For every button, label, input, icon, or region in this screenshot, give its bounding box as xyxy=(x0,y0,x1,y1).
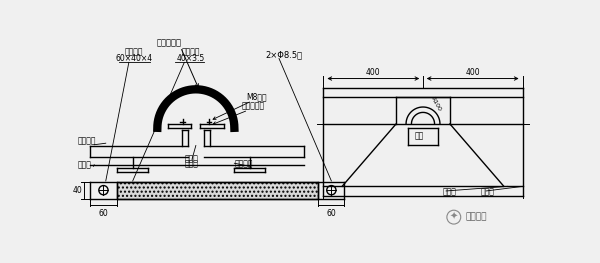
Text: 接地端子板: 接地端子板 xyxy=(242,102,265,110)
Text: 2×Φ8.5孔: 2×Φ8.5孔 xyxy=(265,50,302,59)
Text: 400: 400 xyxy=(466,68,481,77)
Text: 60: 60 xyxy=(98,209,109,218)
Text: ✦: ✦ xyxy=(450,212,458,222)
Text: 60: 60 xyxy=(326,209,336,218)
Text: 400: 400 xyxy=(365,68,380,77)
Text: 混凝土板: 混凝土板 xyxy=(78,136,97,145)
Text: 60×40×4: 60×40×4 xyxy=(116,54,153,63)
Text: 铜质连接带: 铜质连接带 xyxy=(157,38,181,47)
Text: 电工之家: 电工之家 xyxy=(466,213,487,222)
Text: 伸缩缝: 伸缩缝 xyxy=(442,187,456,196)
Text: 铜编织带: 铜编织带 xyxy=(181,48,200,57)
Text: 支架: 支架 xyxy=(415,132,424,141)
Text: 伸缩缝: 伸缩缝 xyxy=(185,154,199,163)
Bar xyxy=(118,182,317,199)
Text: 避雷带: 避雷带 xyxy=(78,160,92,169)
Text: M8螺栓: M8螺栓 xyxy=(246,92,266,101)
Text: 挂锡铜板: 挂锡铜板 xyxy=(125,48,143,57)
Text: 40×3.5: 40×3.5 xyxy=(176,54,205,63)
Text: 沉降缝: 沉降缝 xyxy=(185,159,199,168)
Text: R100: R100 xyxy=(429,96,442,112)
Text: 火泥熔接: 火泥熔接 xyxy=(235,159,253,168)
Text: 避雷带: 避雷带 xyxy=(481,187,494,196)
Text: 40: 40 xyxy=(73,186,83,195)
